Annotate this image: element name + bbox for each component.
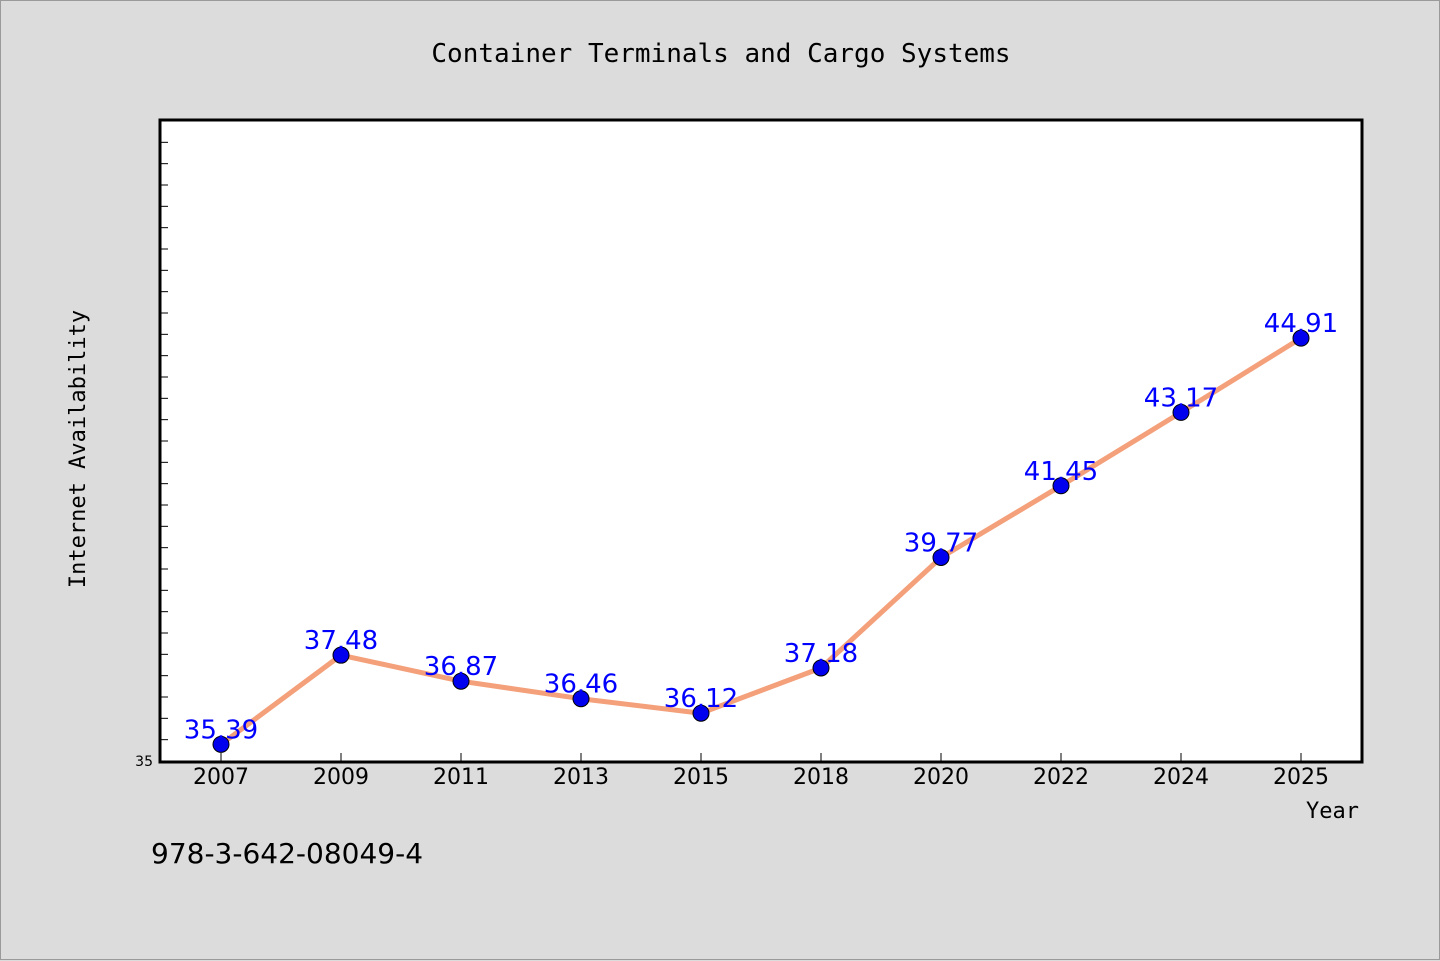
isbn-text: 978-3-642-08049-4: [151, 837, 423, 870]
data-label: 43.17: [1144, 383, 1218, 413]
data-label: 41.45: [1024, 457, 1098, 487]
data-labels: 35.39 37.48 36.87 36.46 36.12 37.18 39.77 41.45…: [184, 309, 1338, 745]
x-axis-label: Year: [1306, 799, 1359, 824]
data-label: 36.12: [664, 684, 738, 714]
x-tick-label: 2009: [313, 765, 369, 790]
x-axis-ticks: 2007 2009 2011 2013 2015 2018 2020 2022 2024 2025: [193, 753, 1329, 790]
x-tick-label: 2015: [673, 765, 729, 790]
data-point: [572, 690, 590, 708]
data-point: [212, 735, 230, 753]
data-label: 35.39: [184, 715, 258, 745]
data-point: [452, 672, 470, 690]
data-label: 36.46: [544, 670, 618, 700]
data-point: [332, 646, 350, 664]
data-label: 44.91: [1264, 309, 1338, 339]
x-tick-label: 2007: [193, 765, 249, 790]
data-label: 39.77: [904, 528, 978, 558]
data-label: 37.48: [304, 626, 378, 656]
data-label: 37.18: [784, 639, 858, 669]
plot-area: [158, 118, 1364, 764]
data-point: [692, 704, 710, 722]
data-point: [812, 659, 830, 677]
x-tick-label: 2022: [1033, 765, 1089, 790]
series-line: [218, 335, 1304, 747]
x-tick-label: 2025: [1273, 765, 1329, 790]
y-axis-ticks: 35: [135, 141, 168, 770]
x-tick-label: 2024: [1153, 765, 1209, 790]
data-label: 36.87: [424, 652, 498, 682]
data-point: [1172, 403, 1190, 421]
data-point: [932, 548, 950, 566]
y-tick-label: 35: [135, 754, 153, 770]
data-point: [1052, 477, 1070, 495]
x-tick-label: 2011: [433, 765, 489, 790]
chart-title: Container Terminals and Cargo Systems: [431, 39, 1010, 69]
data-point: [1292, 329, 1310, 347]
data-series: [212, 329, 1310, 753]
x-tick-label: 2018: [793, 765, 849, 790]
x-tick-label: 2013: [553, 765, 609, 790]
x-tick-label: 2020: [913, 765, 969, 790]
y-axis-label: Internet Availability: [66, 310, 91, 588]
